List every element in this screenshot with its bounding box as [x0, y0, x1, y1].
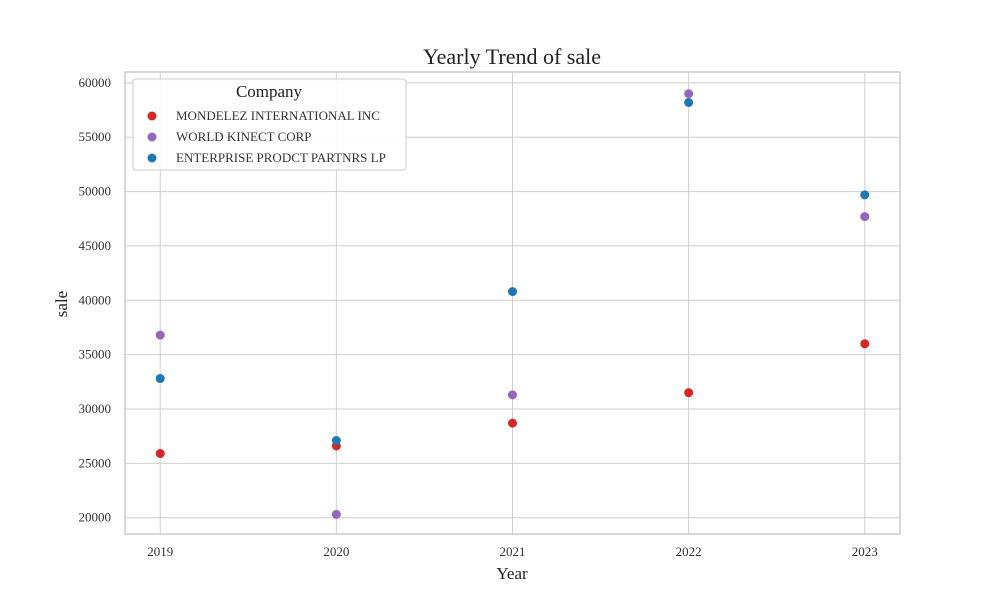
y-tick-label: 45000	[79, 238, 112, 253]
data-point	[331, 509, 341, 519]
y-tick-label: 60000	[79, 75, 112, 90]
y-tick-label: 30000	[79, 401, 112, 416]
data-point	[508, 418, 517, 428]
y-tick-label: 35000	[79, 347, 112, 362]
chart-title: Yearly Trend of sale	[423, 44, 601, 69]
data-point	[684, 89, 694, 99]
y-tick-label: 25000	[79, 455, 112, 470]
data-point	[155, 449, 165, 459]
x-tick-label: 2023	[852, 544, 878, 559]
x-axis-ticks: 2019 2020 2021 2022 2023	[147, 544, 878, 559]
data-point	[508, 390, 517, 400]
data-point	[684, 388, 694, 398]
data-points	[155, 89, 870, 519]
legend: Company MONDELEZ INTERNATIONAL INC WORLD …	[132, 78, 407, 171]
legend-marker	[147, 132, 157, 142]
legend-entries: MONDELEZ INTERNATIONAL INC WORLD KINECT C…	[147, 108, 386, 165]
x-axis-label: Year	[496, 564, 528, 583]
data-point	[155, 374, 165, 384]
y-tick-label: 50000	[79, 184, 112, 199]
x-tick-label: 2021	[500, 544, 526, 559]
x-tick-label: 2019	[147, 544, 173, 559]
y-tick-label: 20000	[79, 510, 112, 525]
legend-marker	[147, 153, 157, 163]
y-axis-ticks: 20000 25000 30000 35000 40000 45000 50000 55000…	[79, 75, 112, 525]
data-point	[155, 330, 165, 340]
legend-frame	[132, 78, 407, 171]
y-axis-label: sale	[52, 291, 71, 317]
legend-label: ENTERPRISE PRODCT PARTNRS LP	[176, 150, 386, 165]
legend-title: Company	[236, 82, 303, 101]
legend-label: WORLD KINECT CORP	[176, 129, 312, 144]
data-point	[508, 287, 517, 297]
x-tick-label: 2022	[676, 544, 702, 559]
data-point	[331, 436, 341, 446]
legend-marker	[147, 111, 157, 121]
data-point	[860, 190, 870, 200]
data-point	[860, 339, 870, 349]
y-tick-label: 40000	[79, 292, 112, 307]
data-point	[684, 97, 694, 107]
y-tick-label: 55000	[79, 129, 112, 144]
legend-label: MONDELEZ INTERNATIONAL INC	[176, 108, 380, 123]
data-point	[860, 212, 870, 222]
x-tick-label: 2020	[323, 544, 349, 559]
